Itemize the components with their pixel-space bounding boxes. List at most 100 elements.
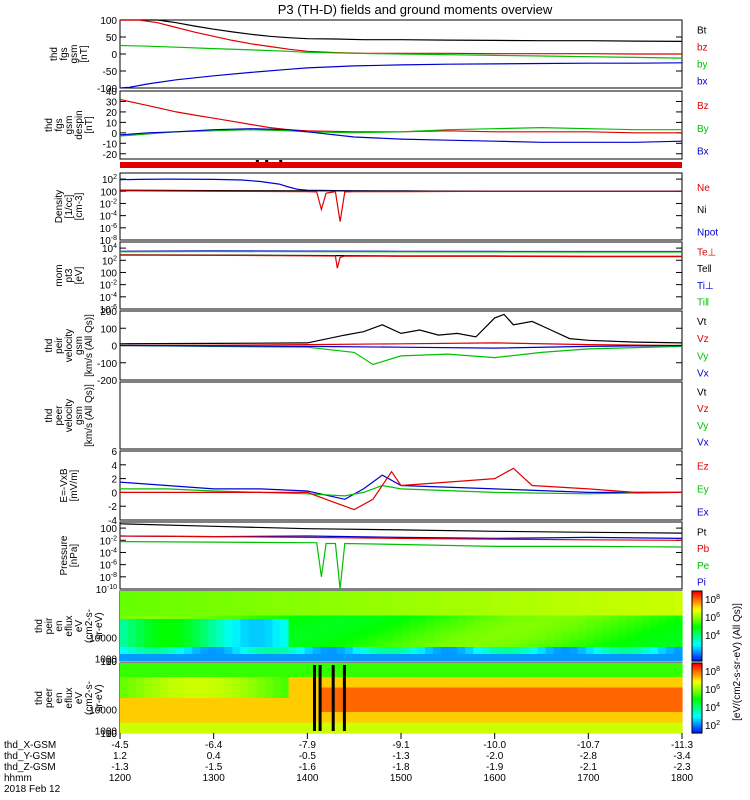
spectrogram-cell	[577, 677, 587, 682]
spectrogram-cell	[665, 698, 675, 703]
spectrogram-cell	[457, 705, 466, 710]
spectrogram-cell	[152, 691, 161, 696]
spectrogram-cell	[360, 715, 370, 720]
colorbar-cell	[692, 730, 702, 734]
spectrogram-cell	[376, 691, 386, 696]
spectrogram-cell	[200, 684, 209, 689]
spectrogram-cell	[336, 654, 346, 659]
spectrogram-cell	[577, 619, 587, 624]
spectrogram-cell	[184, 722, 193, 727]
spectrogram-cell	[513, 722, 522, 727]
spectrogram-cell	[449, 615, 458, 620]
spectrogram-cell	[144, 691, 153, 696]
spectrogram-cell	[465, 698, 474, 703]
orbit-value: -11.3	[671, 740, 693, 751]
legend-entry: Te‖	[697, 264, 712, 275]
spectrogram-cell	[409, 612, 418, 617]
spectrogram-cell	[312, 663, 322, 668]
spectrogram-cell	[529, 701, 539, 706]
spectrogram-cell	[577, 633, 587, 638]
data-gap-bar	[313, 665, 316, 731]
spectrogram-cell	[649, 726, 659, 731]
spectrogram-cell	[657, 594, 667, 599]
spectrogram-cell	[513, 629, 522, 634]
spectrogram-cell	[136, 677, 145, 682]
spectrogram-cell	[160, 663, 169, 668]
spectrogram-cell	[384, 636, 394, 641]
colorbar-cell	[692, 674, 702, 678]
spectrogram-cell	[152, 591, 161, 596]
spectrogram-cell	[409, 636, 418, 641]
y-tick-label: 10	[106, 729, 118, 740]
spectrogram-cell	[328, 608, 338, 613]
spectrogram-cell	[665, 694, 675, 699]
spectrogram-cell	[168, 694, 177, 699]
spectrogram-cell	[545, 640, 555, 645]
spectrogram-cell	[649, 594, 659, 599]
spectrogram-cell	[344, 684, 354, 689]
spectrogram-cell	[192, 715, 201, 720]
spectrogram-cell	[312, 629, 322, 634]
spectrogram-cell	[513, 640, 522, 645]
spectrogram-cell	[457, 619, 466, 624]
spectrogram-cell	[176, 680, 185, 685]
spectrogram-cell	[513, 615, 522, 620]
spectrogram-cell	[256, 663, 266, 668]
spectrogram-cell	[368, 640, 378, 645]
spectrogram-cell	[296, 650, 306, 655]
spectrogram-cell	[232, 594, 241, 599]
spectrogram-cell	[401, 708, 410, 713]
spectrogram-cell	[216, 608, 225, 613]
spectrogram-cell	[409, 698, 418, 703]
spectrogram-cell	[232, 698, 241, 703]
spectrogram-cell	[280, 622, 290, 627]
y-axis-label: thd	[44, 118, 55, 132]
spectrogram-cell	[393, 687, 402, 692]
spectrogram-cell	[208, 691, 217, 696]
y-axis-label: velocity	[64, 399, 75, 432]
spectrogram-cell	[561, 629, 571, 634]
spectrogram-cell	[168, 647, 177, 652]
spectrogram-cell	[240, 663, 249, 668]
spectrogram-cell	[393, 680, 402, 685]
spectrogram-cell	[368, 612, 378, 617]
series-line-Bx	[119, 128, 683, 143]
spectrogram-cell	[144, 615, 153, 620]
flag-marker	[255, 160, 259, 162]
spectrogram-cell	[537, 705, 547, 710]
spectrogram-cell	[120, 626, 129, 631]
spectrogram-cell	[368, 694, 378, 699]
spectrogram-cell	[545, 726, 555, 731]
spectrogram-cell	[633, 722, 643, 727]
spectrogram-cell	[296, 705, 306, 710]
spectrogram-cell	[312, 691, 322, 696]
spectrogram-cell	[232, 657, 241, 662]
spectrogram-cell	[168, 729, 177, 734]
spectrogram-cell	[441, 680, 450, 685]
spectrogram-cell	[674, 654, 683, 659]
spectrogram-cell	[625, 726, 635, 731]
spectrogram-cell	[465, 687, 474, 692]
spectrogram-cell	[561, 677, 571, 682]
spectrogram-cell	[401, 726, 410, 731]
spectrogram-cell	[617, 654, 627, 659]
spectrogram-cell	[160, 719, 169, 724]
spectrogram-cell	[376, 666, 386, 671]
spectrogram-cell	[352, 715, 362, 720]
spectrogram-cell	[328, 612, 338, 617]
spectrogram-cell	[296, 691, 306, 696]
spectrogram-cell	[328, 640, 338, 645]
spectrogram-cell	[657, 680, 667, 685]
spectrogram-cell	[481, 680, 490, 685]
spectrogram-cell	[481, 677, 490, 682]
spectrogram-cell	[401, 605, 410, 610]
spectrogram-cell	[409, 673, 418, 678]
spectrogram-cell	[384, 719, 394, 724]
spectrogram-cell	[585, 670, 595, 675]
spectrogram-cell	[160, 698, 169, 703]
spectrogram-cell	[497, 729, 506, 734]
spectrogram-cell	[625, 622, 635, 627]
spectrogram-cell	[320, 666, 330, 671]
